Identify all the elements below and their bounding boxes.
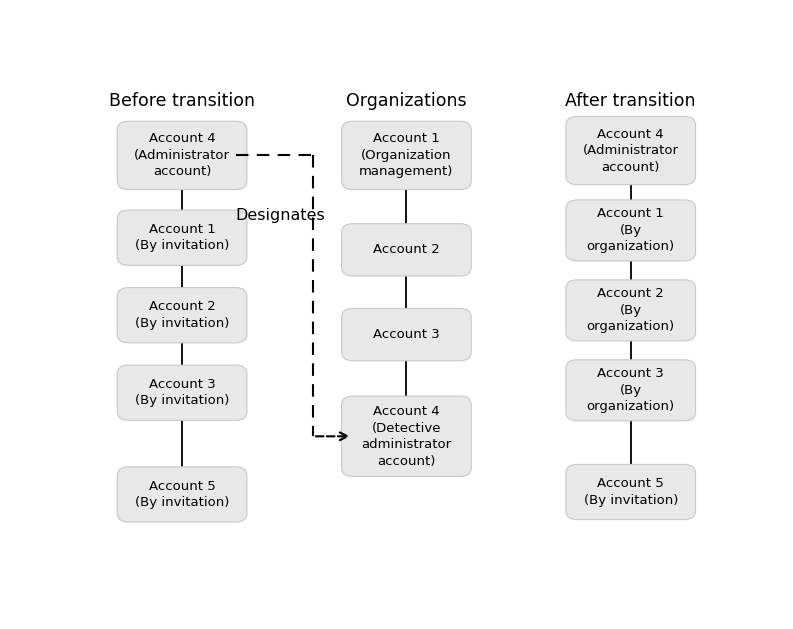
FancyBboxPatch shape (566, 360, 695, 421)
Text: Account 3
(By
organization): Account 3 (By organization) (587, 367, 675, 413)
Text: Account 3
(By invitation): Account 3 (By invitation) (135, 378, 229, 408)
FancyBboxPatch shape (566, 116, 695, 185)
FancyBboxPatch shape (117, 287, 247, 343)
FancyBboxPatch shape (117, 210, 247, 265)
FancyBboxPatch shape (566, 280, 695, 341)
Text: Account 2
(By
organization): Account 2 (By organization) (587, 287, 675, 333)
Text: After transition: After transition (565, 92, 696, 111)
Text: Account 4
(Detective
administrator
account): Account 4 (Detective administrator accou… (362, 405, 451, 467)
Text: Account 4
(Administrator
account): Account 4 (Administrator account) (134, 132, 230, 179)
Text: Account 1
(Organization
management): Account 1 (Organization management) (359, 132, 454, 179)
FancyBboxPatch shape (117, 467, 247, 522)
Text: Account 5
(By invitation): Account 5 (By invitation) (584, 477, 678, 507)
Text: Account 3: Account 3 (373, 328, 440, 341)
FancyBboxPatch shape (342, 121, 471, 189)
Text: Account 1
(By invitation): Account 1 (By invitation) (135, 223, 229, 252)
FancyBboxPatch shape (566, 200, 695, 261)
Text: Account 1
(By
organization): Account 1 (By organization) (587, 208, 675, 253)
FancyBboxPatch shape (117, 121, 247, 189)
FancyBboxPatch shape (342, 396, 471, 477)
Text: Account 2: Account 2 (373, 243, 440, 257)
Text: Before transition: Before transition (109, 92, 255, 111)
FancyBboxPatch shape (342, 224, 471, 276)
Text: Account 4
(Administrator
account): Account 4 (Administrator account) (583, 128, 679, 174)
Text: Account 5
(By invitation): Account 5 (By invitation) (135, 480, 229, 509)
Text: Account 2
(By invitation): Account 2 (By invitation) (135, 301, 229, 330)
FancyBboxPatch shape (117, 365, 247, 420)
Text: Designates: Designates (236, 208, 325, 223)
FancyBboxPatch shape (566, 464, 695, 520)
Text: Organizations: Organizations (346, 92, 467, 111)
FancyBboxPatch shape (342, 308, 471, 361)
